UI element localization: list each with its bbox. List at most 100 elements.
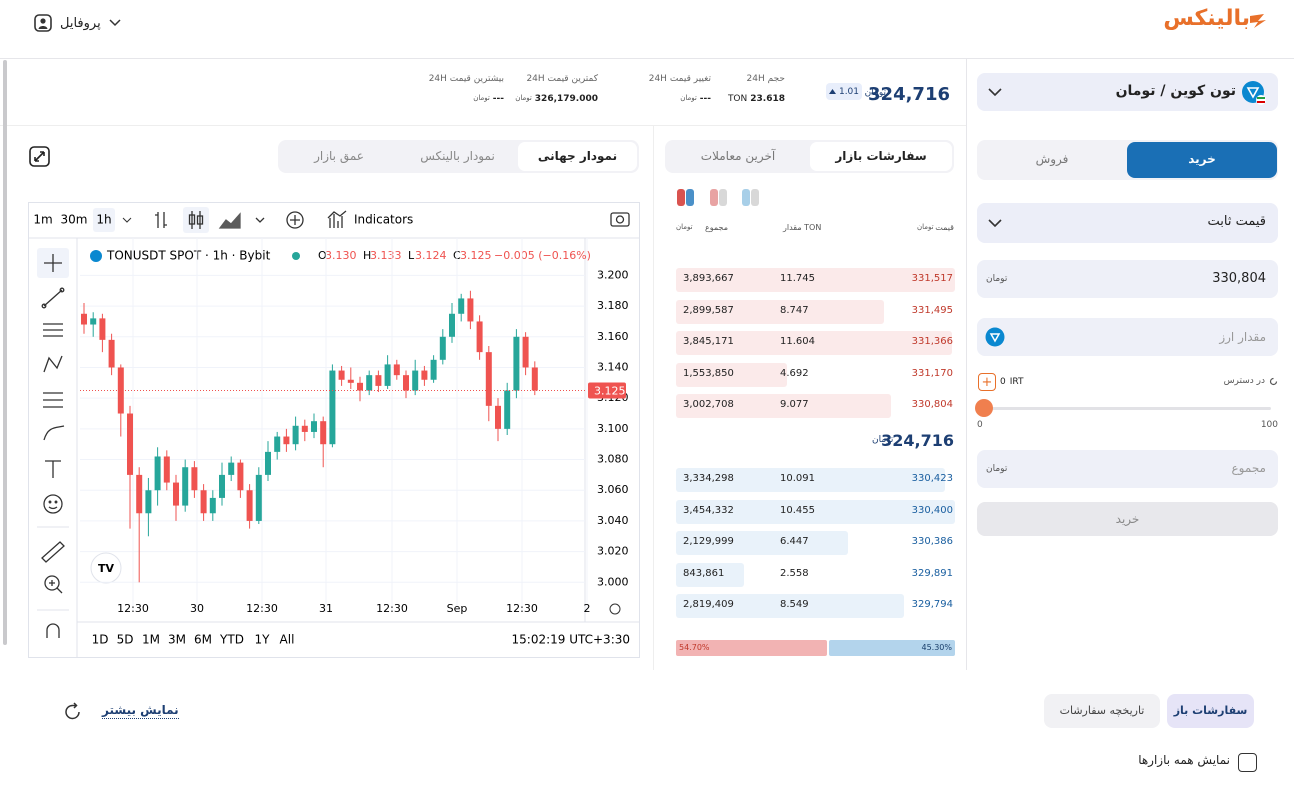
chevron [988,219,1002,228]
book-tab-label: سفارشات بازار [835,149,927,163]
row-price: 329,794 [911,599,953,610]
chart-tab-active[interactable] [518,142,637,171]
candle-body [412,370,419,391]
book-view-icons[interactable] [676,188,762,208]
interval[interactable]: 30m [61,213,88,227]
order-type[interactable] [977,203,1278,243]
range-button[interactable]: 1M [142,633,160,647]
depth-bar [676,468,946,492]
pair-name: تون کوین / تومان [1115,83,1236,99]
sell-tab-label[interactable]: فروش [1035,152,1069,166]
refresh-icon[interactable] [1269,377,1278,386]
order-type-label: قیمت ثابت [1207,214,1266,229]
stat-number: 23.618 [750,94,785,104]
book-tab-active[interactable] [810,142,952,171]
slider-track[interactable] [980,407,1271,410]
ohlc-label: L [408,249,415,262]
ohlc-label: O [318,249,327,262]
range-button[interactable]: 6M [194,633,212,647]
candle-body [366,375,373,391]
price-input[interactable] [977,260,1278,298]
order-row[interactable]: 331,366 11.604 3,845,171 [676,331,955,355]
candle-body [246,490,253,521]
order-row[interactable]: 330,386 6.447 2,129,999 [676,531,955,555]
open-orders-tab[interactable] [1167,694,1254,728]
range-button[interactable]: 1D [92,633,109,647]
market-divider [0,125,966,126]
buy-tab-label: خرید [1188,152,1216,166]
order-row[interactable]: 330,423 10.091 3,334,298 [676,468,955,492]
x-tick-label: 2 [584,602,591,615]
order-row[interactable]: 331,495 8.747 2,899,587 [676,299,955,324]
indicators[interactable]: Indicators [354,213,413,227]
range-button[interactable]: All [280,633,295,647]
profile-icon [34,14,52,32]
ratio-bar: 54.70% 45.30% [676,640,955,656]
drawing-tools[interactable] [37,248,69,638]
interval[interactable]: 1m [33,213,52,227]
order-row[interactable]: 331,170 4.692 1,553,850 [676,362,955,387]
open-orders-label: سفارشات باز [1173,704,1248,717]
chevron[interactable] [122,217,132,223]
row-price: 331,366 [911,336,953,347]
show-more[interactable]: نمایش بیشتر [102,703,179,719]
chart-tab-label[interactable]: نمودار بالینکس [420,149,495,163]
buy-ratio: 54.70% [676,640,827,656]
settings-icon[interactable] [609,603,621,615]
candle-body [117,367,124,414]
row-total: 2,819,409 [683,599,734,610]
order-row[interactable]: 329,891 2.558 843,861 [676,562,955,587]
candle-body [531,367,538,391]
candle-body [301,425,308,432]
toolbar-icons[interactable] [155,207,630,233]
symbol-icon [90,250,102,262]
stat-value: تومان --- [473,94,504,104]
change-badge: 1.01 [826,83,862,100]
book-tab-label[interactable]: آخرین معاملات [700,149,776,163]
ohlc-value: 3.133 [370,249,402,262]
candle-body [338,370,345,380]
refresh-icon[interactable] [63,702,83,722]
profile-menu[interactable]: پروفایل [34,14,121,32]
candle-body [283,436,290,445]
chart-tab-label[interactable]: عمق بازار [314,149,364,163]
scrollbar[interactable] [3,60,7,645]
x-tick-label: 12:30 [376,602,408,615]
amount-input[interactable] [977,318,1278,356]
depth-bar [676,531,849,555]
buy-tab[interactable] [1127,142,1277,178]
pair-selector[interactable] [977,73,1278,111]
range-selector: 1D 5D 1M 3M 6M YTD 1Y All [92,633,295,647]
submit-button[interactable] [977,502,1278,536]
y-tick-label: 3.020 [597,545,629,558]
order-row[interactable]: 330,400 10.455 3,454,332 [676,499,955,524]
order-row[interactable]: 331,517 11.745 3,893,667 [676,268,955,292]
candle-body [163,456,170,483]
row-total: 3,454,332 [683,504,734,516]
order-row[interactable]: 329,794 8.549 2,819,409 [676,594,955,618]
candle-body [237,462,244,491]
range-button[interactable]: 5D [117,633,134,647]
last-price-label: 3.125 [594,385,626,398]
add-funds[interactable]: + [978,373,996,391]
change-value: 1.01 [838,86,860,97]
range-button[interactable]: 3M [168,633,186,647]
all-markets-checkbox[interactable] [1238,753,1257,772]
book-last-price: 324,716 [881,431,954,450]
candle-body [375,375,382,386]
order-row[interactable]: 330,804 9.077 3,002,708 [676,394,955,418]
candle-body [274,436,281,452]
total-input[interactable] [977,450,1278,488]
available-label: در دسترس [1224,376,1278,386]
range-button[interactable]: YTD [219,633,244,647]
row-price: 330,423 [911,473,953,484]
candle-body [182,467,189,506]
interval[interactable]: 1h [96,213,111,227]
range-button[interactable]: 1Y [255,633,271,647]
history-tab[interactable] [1044,694,1160,728]
candle-body [513,336,520,391]
expand-icon[interactable] [29,146,50,167]
slider-thumb[interactable] [975,399,993,417]
brand[interactable]: بالینکس [1163,6,1250,31]
x-tick-label: Sep [447,602,468,615]
